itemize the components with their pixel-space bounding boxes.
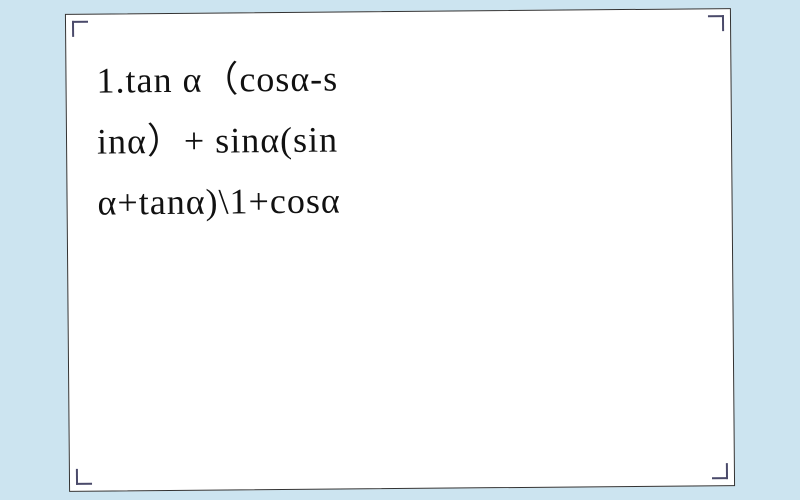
math-line-3: α+tanα)\1+cosα [97,181,340,223]
corner-mark-bottom-left [76,459,102,485]
paper-sheet: 1.tan α（cosα-s inα）+ sinα(sin α+tanα)\1+… [65,8,735,492]
math-line-2: inα）+ sinα(sin [97,120,338,162]
corner-mark-bottom-right [702,453,728,479]
math-expression: 1.tan α（cosα-s inα）+ sinα(sin α+tanα)\1+… [96,45,702,234]
corner-mark-top-left [72,21,98,47]
math-line-1: 1.tan α（cosα-s [96,59,338,101]
corner-mark-top-right [698,15,724,41]
